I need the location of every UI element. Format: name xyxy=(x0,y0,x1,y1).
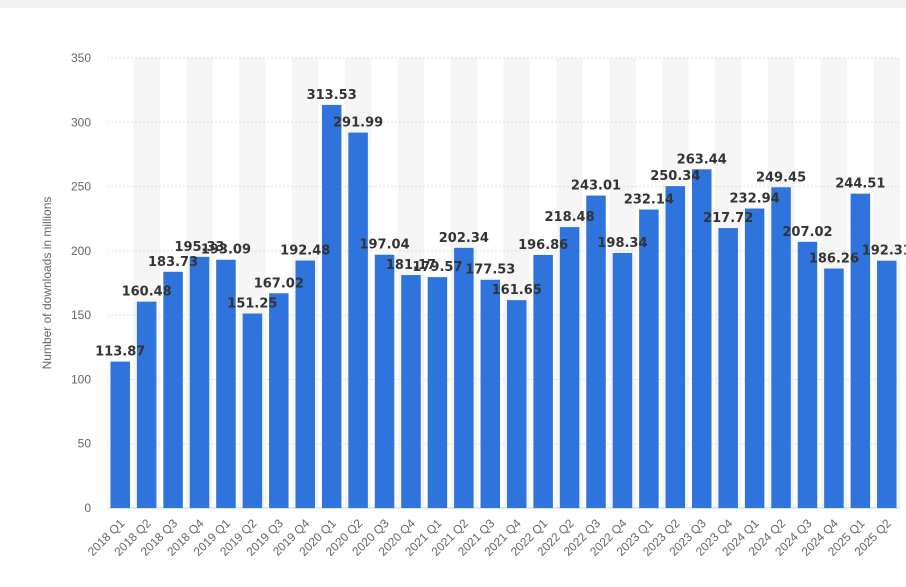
bars xyxy=(110,104,897,509)
value-label: 179.57 xyxy=(412,260,462,275)
bar xyxy=(454,247,474,508)
y-tick-label: 250 xyxy=(71,180,91,194)
value-label: 177.53 xyxy=(465,263,515,278)
bar xyxy=(797,241,818,508)
bar xyxy=(771,187,791,508)
value-label: 186.26 xyxy=(809,252,859,267)
y-tick-label: 150 xyxy=(71,308,91,322)
bar xyxy=(269,293,289,508)
bar xyxy=(427,277,448,508)
value-label: 198.34 xyxy=(597,236,647,251)
bar xyxy=(242,313,263,508)
y-tick-label: 0 xyxy=(84,501,91,515)
value-label: 218.48 xyxy=(544,210,594,225)
value-label: 263.44 xyxy=(677,152,727,167)
bar xyxy=(216,259,236,508)
y-axis-title: Number of downloads in millions xyxy=(40,197,54,370)
value-label: 195.33 xyxy=(174,240,224,255)
value-label: 181.17 xyxy=(386,258,436,273)
y-tick-label: 100 xyxy=(71,372,91,386)
value-label: 167.02 xyxy=(254,276,304,291)
bar xyxy=(586,195,606,508)
bar xyxy=(374,254,395,508)
value-label: 151.25 xyxy=(227,297,277,312)
y-tick-label: 300 xyxy=(71,115,91,129)
value-label: 193.09 xyxy=(201,243,251,258)
bar xyxy=(665,186,686,509)
bar xyxy=(877,260,897,508)
value-label: 202.34 xyxy=(439,231,489,246)
value-label: 249.45 xyxy=(756,170,806,185)
bar xyxy=(824,268,844,508)
y-tick-label: 50 xyxy=(78,437,92,451)
bar xyxy=(850,193,871,508)
value-label: 313.53 xyxy=(307,88,357,103)
bar xyxy=(692,169,712,508)
value-label: 183.73 xyxy=(148,255,198,270)
value-label: 232.94 xyxy=(730,192,780,207)
bar xyxy=(401,275,421,508)
bar xyxy=(295,260,315,508)
bar xyxy=(480,279,501,508)
bar xyxy=(533,254,553,508)
value-label: 217.72 xyxy=(703,211,753,226)
y-tick-label: 350 xyxy=(71,51,91,65)
value-label: 197.04 xyxy=(359,238,409,253)
bar xyxy=(612,252,633,508)
value-label: 192.48 xyxy=(280,244,330,259)
value-label: 244.51 xyxy=(835,177,885,192)
bar xyxy=(639,209,659,508)
bar xyxy=(559,227,580,508)
bar xyxy=(136,301,157,508)
value-label: 250.34 xyxy=(650,169,700,184)
bar xyxy=(718,228,738,508)
bar xyxy=(348,132,368,508)
value-label: 207.02 xyxy=(782,225,832,240)
bar xyxy=(744,208,765,508)
value-label: 291.99 xyxy=(333,116,383,131)
bar xyxy=(110,361,130,508)
top-strip xyxy=(0,0,906,8)
bar xyxy=(163,271,183,508)
bar xyxy=(321,104,342,508)
value-label: 161.65 xyxy=(492,283,542,298)
value-label: 196.86 xyxy=(518,238,568,253)
y-tick-label: 200 xyxy=(71,244,91,258)
bar xyxy=(189,256,210,508)
value-label: 160.48 xyxy=(122,285,172,300)
value-label: 113.87 xyxy=(95,345,145,360)
value-label: 192.31 xyxy=(862,244,906,259)
bar xyxy=(506,300,527,508)
value-label: 243.01 xyxy=(571,179,621,194)
y-axis: 0 50 100 150 200 250 300 350 xyxy=(71,51,91,515)
value-label: 232.14 xyxy=(624,193,674,208)
gridlines xyxy=(107,57,900,509)
